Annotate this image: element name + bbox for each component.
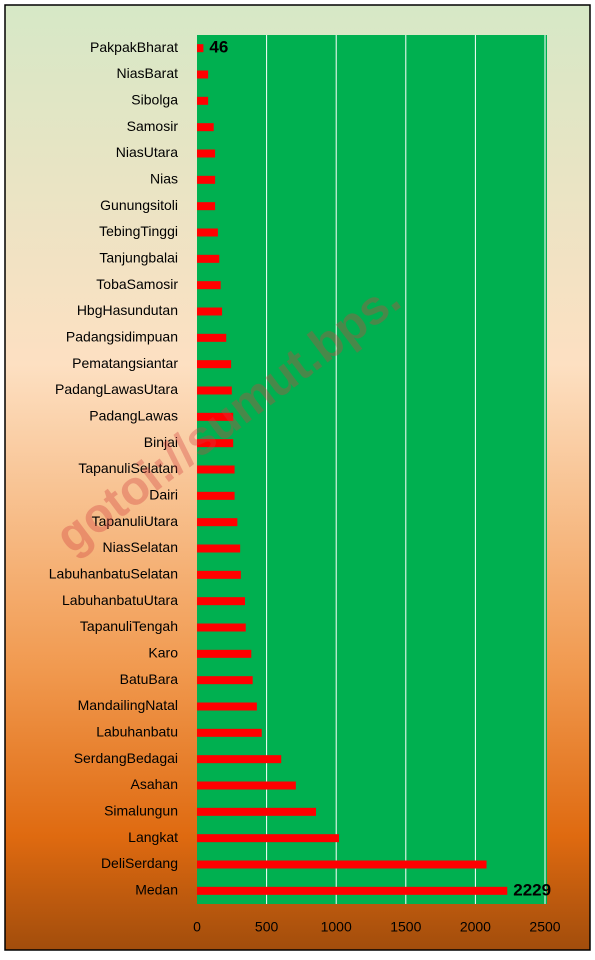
bar [197, 570, 241, 579]
bar [197, 755, 282, 764]
y-tick-label: PakpakBharat [90, 39, 178, 55]
bar [197, 96, 209, 105]
y-tick-label: Medan [135, 882, 178, 898]
y-tick-label: HbgHasundutan [77, 302, 178, 318]
bar [197, 649, 252, 658]
bar [197, 781, 296, 790]
bar [197, 807, 317, 816]
y-tick-label: LabuhanbatuUtara [62, 592, 178, 608]
y-tick-label: PadangLawas [89, 408, 178, 424]
y-tick-label: Nias [150, 171, 178, 187]
value-label: 46 [209, 38, 228, 57]
y-tick-label: NiasSelatan [103, 539, 179, 555]
y-tick-label: Sibolga [131, 92, 178, 108]
value-label: 2229 [513, 880, 551, 899]
y-tick-label: Dairi [149, 487, 178, 503]
y-tick-label: TapanuliSelatan [78, 460, 178, 476]
bar [197, 123, 214, 132]
bar [197, 439, 234, 448]
bar [197, 281, 221, 290]
bar [197, 623, 246, 632]
y-tick-label: PadangLawasUtara [55, 381, 178, 397]
y-tick-label: TapanuliUtara [92, 513, 179, 529]
y-tick-label: TebingTinggi [99, 223, 178, 239]
y-tick-label: Karo [148, 645, 178, 661]
bar [197, 228, 218, 237]
y-tick-label: DeliSerdang [101, 855, 178, 871]
x-tick-label: 2500 [529, 919, 560, 935]
bar [197, 518, 238, 527]
y-tick-label: LabuhanbatuSelatan [49, 566, 178, 582]
bar [197, 386, 232, 395]
y-tick-label: BatuBara [120, 671, 179, 687]
y-tick-label: Labuhanbatu [96, 724, 178, 740]
bar [197, 412, 234, 421]
y-tick-label: MandailingNatal [78, 697, 178, 713]
bar [197, 491, 235, 500]
y-tick-label: Gunungsitoli [100, 197, 178, 213]
bar [197, 333, 227, 342]
bar [197, 597, 246, 606]
bar [197, 307, 223, 316]
bar [197, 465, 235, 474]
y-tick-label: Asahan [131, 776, 178, 792]
y-tick-label: SerdangBedagai [74, 750, 178, 766]
bar [197, 728, 262, 737]
y-tick-label: Simalungun [104, 803, 178, 819]
x-tick-label: 2000 [460, 919, 491, 935]
y-tick-label: Pematangsiantar [72, 355, 178, 371]
y-tick-label: Binjai [144, 434, 178, 450]
bar [197, 544, 241, 553]
y-tick-label: Samosir [127, 118, 179, 134]
y-tick-label: Langkat [128, 829, 178, 845]
x-tick-label: 500 [255, 919, 279, 935]
bar [197, 834, 339, 843]
y-tick-label: Tanjungbalai [99, 250, 178, 266]
x-tick-label: 1000 [321, 919, 352, 935]
x-tick-label: 0 [193, 919, 201, 935]
bar [197, 676, 253, 685]
bar [197, 175, 216, 184]
bar [197, 70, 209, 79]
plot-area [197, 35, 547, 904]
bar [197, 202, 216, 211]
y-tick-label: NiasUtara [116, 144, 178, 160]
bar [197, 886, 508, 895]
x-tick-label: 1500 [390, 919, 421, 935]
y-tick-label: TapanuliTengah [80, 618, 178, 634]
bar [197, 149, 216, 158]
bar [197, 360, 232, 369]
bar [197, 254, 220, 263]
y-tick-label: NiasBarat [117, 65, 179, 81]
y-tick-label: Padangsidimpuan [66, 329, 178, 345]
bar [197, 702, 257, 711]
bar [197, 44, 204, 53]
y-tick-label: TobaSamosir [96, 276, 178, 292]
bar [197, 860, 487, 869]
